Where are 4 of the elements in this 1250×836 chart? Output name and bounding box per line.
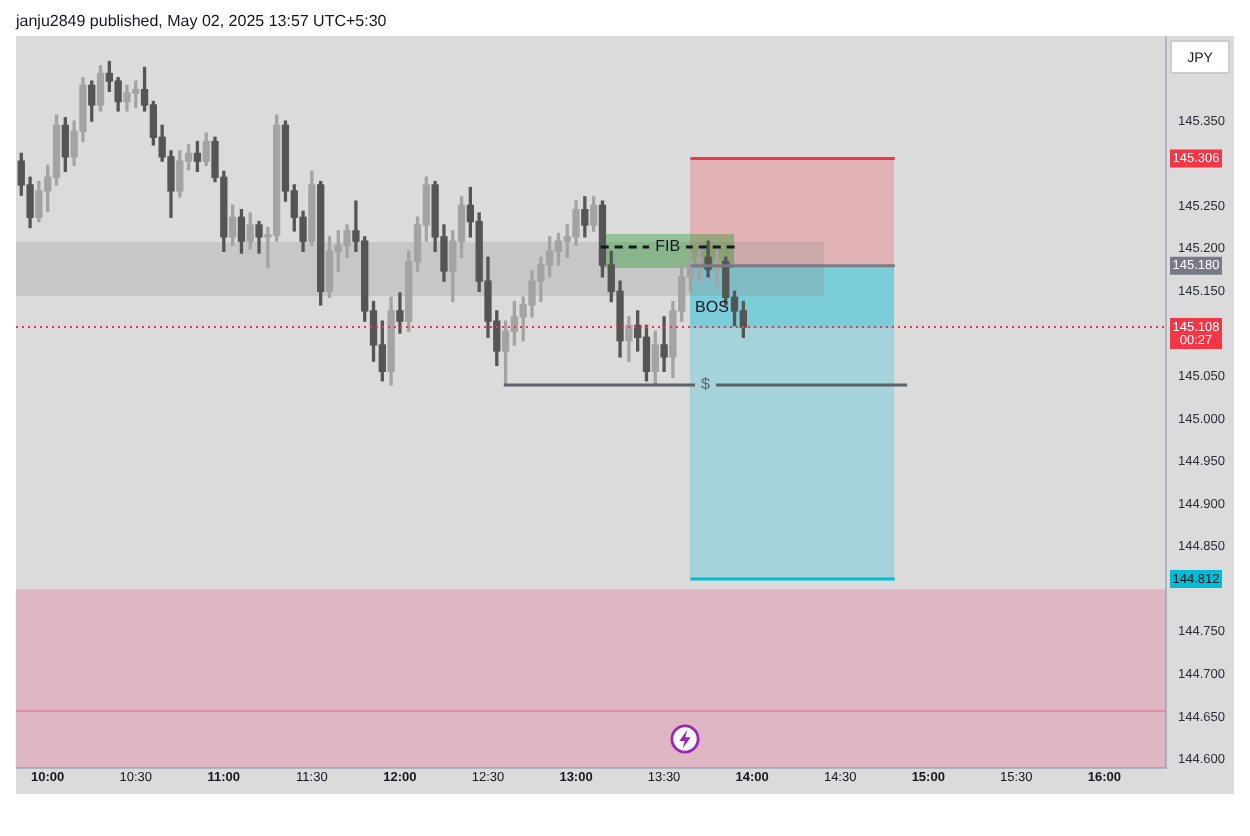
- series-label: $: [701, 375, 712, 394]
- series-label: FIB: [655, 237, 681, 256]
- chart-title: janju2849 published, May 02, 2025 13:57 UTC+5:30: [16, 10, 389, 34]
- annotation: BOS: [695, 298, 729, 317]
